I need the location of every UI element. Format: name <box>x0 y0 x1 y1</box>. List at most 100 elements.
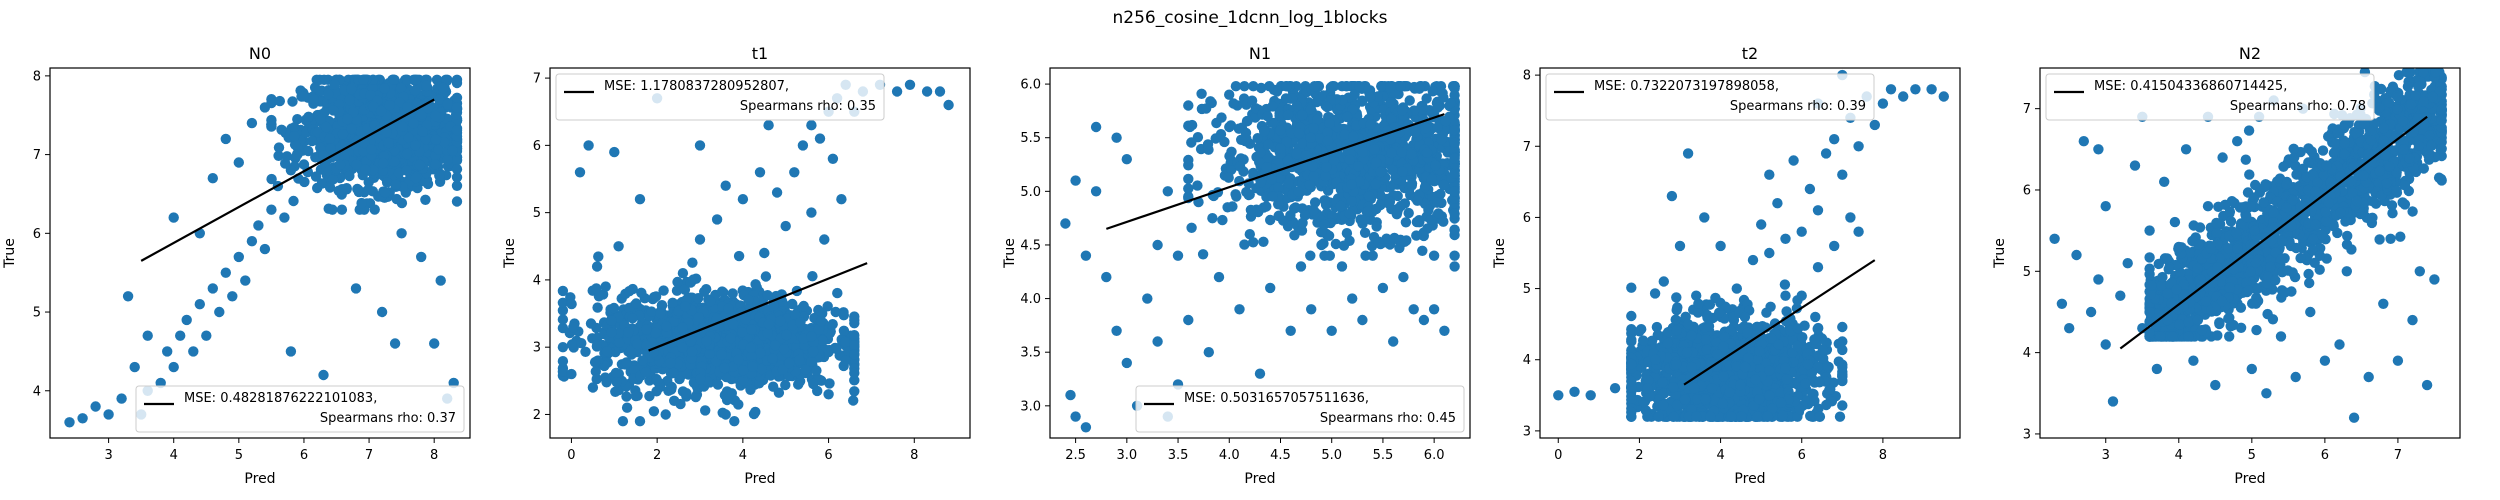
data-point <box>240 275 251 286</box>
data-point <box>1438 179 1449 191</box>
y-tick-label: 5.0 <box>1020 185 1041 200</box>
data-point <box>1265 214 1276 226</box>
data-point <box>748 408 760 420</box>
data-point <box>1289 230 1300 241</box>
data-point <box>789 167 800 178</box>
data-point <box>849 314 860 326</box>
data-point <box>836 194 847 205</box>
data-point <box>806 120 817 131</box>
data-point <box>778 344 790 355</box>
data-point <box>1386 147 1397 159</box>
data-point <box>403 132 414 143</box>
data-point <box>591 373 602 385</box>
data-point <box>840 355 851 366</box>
data-point <box>1236 134 1247 145</box>
data-point <box>1449 208 1460 219</box>
data-point <box>636 287 647 298</box>
data-point <box>363 184 374 195</box>
data-point <box>1384 198 1395 210</box>
subplot-title: N0 <box>249 44 271 63</box>
data-point <box>769 340 781 351</box>
data-point <box>1286 128 1297 139</box>
data-point <box>609 146 620 158</box>
data-point <box>827 319 838 330</box>
data-point <box>328 105 339 116</box>
data-point <box>1183 173 1194 185</box>
data-point <box>1432 197 1443 208</box>
data-point <box>451 180 463 191</box>
data-point <box>381 126 392 138</box>
data-point <box>733 354 744 365</box>
data-point <box>613 337 625 348</box>
legend: MSE: 1.1780837280952807,Spearmans rho: 0… <box>555 73 885 121</box>
data-point <box>762 327 773 339</box>
data-point <box>591 341 603 352</box>
x-tick-label: 5.5 <box>1373 448 1394 463</box>
data-point <box>1312 114 1323 126</box>
data-point <box>1321 101 1333 113</box>
data-point <box>806 207 817 218</box>
data-point <box>1293 128 1305 139</box>
data-point <box>433 144 444 155</box>
data-point <box>740 314 751 325</box>
data-point <box>1223 172 1234 183</box>
data-point <box>1239 81 1250 92</box>
data-point <box>1186 222 1197 233</box>
data-point <box>557 314 569 325</box>
legend-spearman: Spearmans rho: 0.37 <box>320 411 456 426</box>
y-axis-label: True <box>2 238 18 269</box>
data-point <box>1359 213 1370 225</box>
data-point <box>824 378 835 389</box>
data-point <box>1224 89 1235 100</box>
data-point <box>1428 250 1440 261</box>
data-point <box>1357 147 1369 158</box>
data-point <box>288 195 299 207</box>
data-point <box>756 363 767 375</box>
data-point <box>737 194 749 205</box>
y-tick-label: 8 <box>33 69 41 84</box>
data-point <box>688 274 699 285</box>
data-point <box>1248 81 1259 92</box>
x-tick-label: 8 <box>910 448 918 463</box>
data-point <box>1278 215 1289 226</box>
data-point <box>1215 129 1227 140</box>
data-point <box>1309 197 1321 208</box>
data-point <box>1291 148 1302 160</box>
data-point <box>1217 214 1228 226</box>
data-point <box>815 316 827 327</box>
data-point <box>1323 230 1335 241</box>
data-point <box>813 304 824 316</box>
data-point <box>1228 98 1239 109</box>
data-point <box>1196 88 1207 100</box>
data-point <box>435 275 446 286</box>
data-point <box>693 312 705 323</box>
data-point <box>285 346 297 357</box>
data-point <box>1438 92 1449 103</box>
data-point <box>1338 240 1350 251</box>
data-point <box>723 303 734 314</box>
data-point <box>557 366 569 377</box>
data-point <box>309 82 321 93</box>
data-point <box>1273 199 1284 210</box>
data-point <box>768 381 779 392</box>
data-point <box>1346 179 1357 190</box>
data-point <box>327 174 339 185</box>
data-point <box>417 126 428 137</box>
data-point <box>621 357 632 368</box>
data-point <box>377 157 389 169</box>
data-point <box>246 117 258 129</box>
data-point <box>451 92 463 104</box>
data-point <box>1837 321 1848 333</box>
data-point <box>1423 204 1434 216</box>
data-point <box>274 95 285 107</box>
data-point <box>77 413 88 424</box>
data-point <box>1297 109 1308 121</box>
data-point <box>1324 118 1335 129</box>
data-point <box>451 102 463 113</box>
data-point <box>720 180 731 191</box>
data-point <box>214 306 225 318</box>
data-point <box>822 301 833 312</box>
data-point <box>831 343 842 354</box>
data-point <box>259 243 271 255</box>
data-point <box>330 87 341 99</box>
